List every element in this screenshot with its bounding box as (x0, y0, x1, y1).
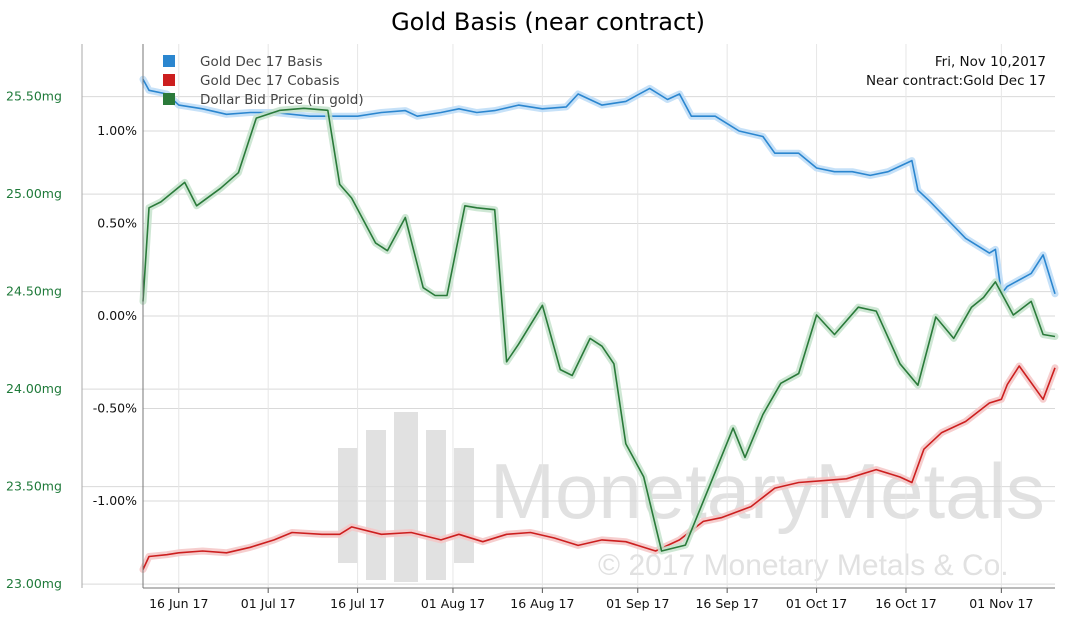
annotation-date: Fri, Nov 10,2017 (935, 54, 1046, 70)
y-left-tick-label: 24.00mg (6, 381, 62, 396)
legend-label-cobasis: Gold Dec 17 Cobasis (200, 73, 340, 89)
x-tick-label: 16 Jun 17 (149, 596, 208, 611)
y-left-tick-label: 25.50mg (6, 89, 62, 104)
legend: Gold Dec 17 Basis Gold Dec 17 Cobasis Do… (163, 54, 364, 108)
watermark-logo-icon (338, 412, 474, 582)
x-tick-label: 16 Sep 17 (695, 596, 758, 611)
legend-label-basis: Gold Dec 17 Basis (200, 54, 323, 70)
y-right-tick-label: -1.00% (93, 493, 137, 508)
watermark-copyright: © 2017 Monetary Metals & Co. (598, 549, 1009, 582)
legend-label-dollar-bid: Dollar Bid Price (in gold) (200, 92, 364, 108)
chart-title: Gold Basis (near contract) (391, 8, 705, 36)
y-left-tick-label: 24.50mg (6, 284, 62, 299)
y-left-tick-label: 23.00mg (6, 576, 62, 591)
y-right-tick-label: 0.50% (97, 215, 137, 230)
x-tick-label: 01 Sep 17 (606, 596, 669, 611)
legend-item-basis[interactable]: Gold Dec 17 Basis (163, 54, 323, 70)
series-line-1[interactable] (142, 365, 1056, 570)
x-tick-label: 16 Jul 17 (330, 596, 385, 611)
x-tick-label: 16 Oct 17 (875, 596, 936, 611)
legend-swatch-basis (163, 55, 175, 67)
x-tick-label: 01 Jul 17 (241, 596, 296, 611)
annotation-contract: Near contract:Gold Dec 17 (866, 73, 1046, 89)
legend-swatch-cobasis (163, 74, 175, 86)
series-line-2[interactable] (142, 107, 1056, 552)
y-left-tick-label: 25.00mg (6, 186, 62, 201)
x-tick-label: 16 Aug 17 (510, 596, 574, 611)
series-layer (139, 75, 1059, 573)
x-tick-label: 01 Aug 17 (421, 596, 485, 611)
y-left-tick-label: 23.50mg (6, 479, 62, 494)
y-right-tick-label: -0.50% (93, 401, 137, 416)
grid-lines (82, 44, 1055, 588)
y-right-tick-label: 0.00% (97, 308, 137, 323)
legend-swatch-dollar-bid (163, 93, 175, 105)
x-tick-label: 01 Oct 17 (786, 596, 847, 611)
series-line-0[interactable] (142, 78, 1056, 295)
legend-item-cobasis[interactable]: Gold Dec 17 Cobasis (163, 73, 340, 89)
y-right-tick-label: 1.00% (97, 123, 137, 138)
x-tick-label: 01 Nov 17 (969, 596, 1033, 611)
legend-item-dollar-bid[interactable]: Dollar Bid Price (in gold) (163, 92, 364, 108)
axes: 23.00mg 23.50mg 24.00mg 24.50mg 25.00mg 25.50… (6, 44, 1055, 611)
